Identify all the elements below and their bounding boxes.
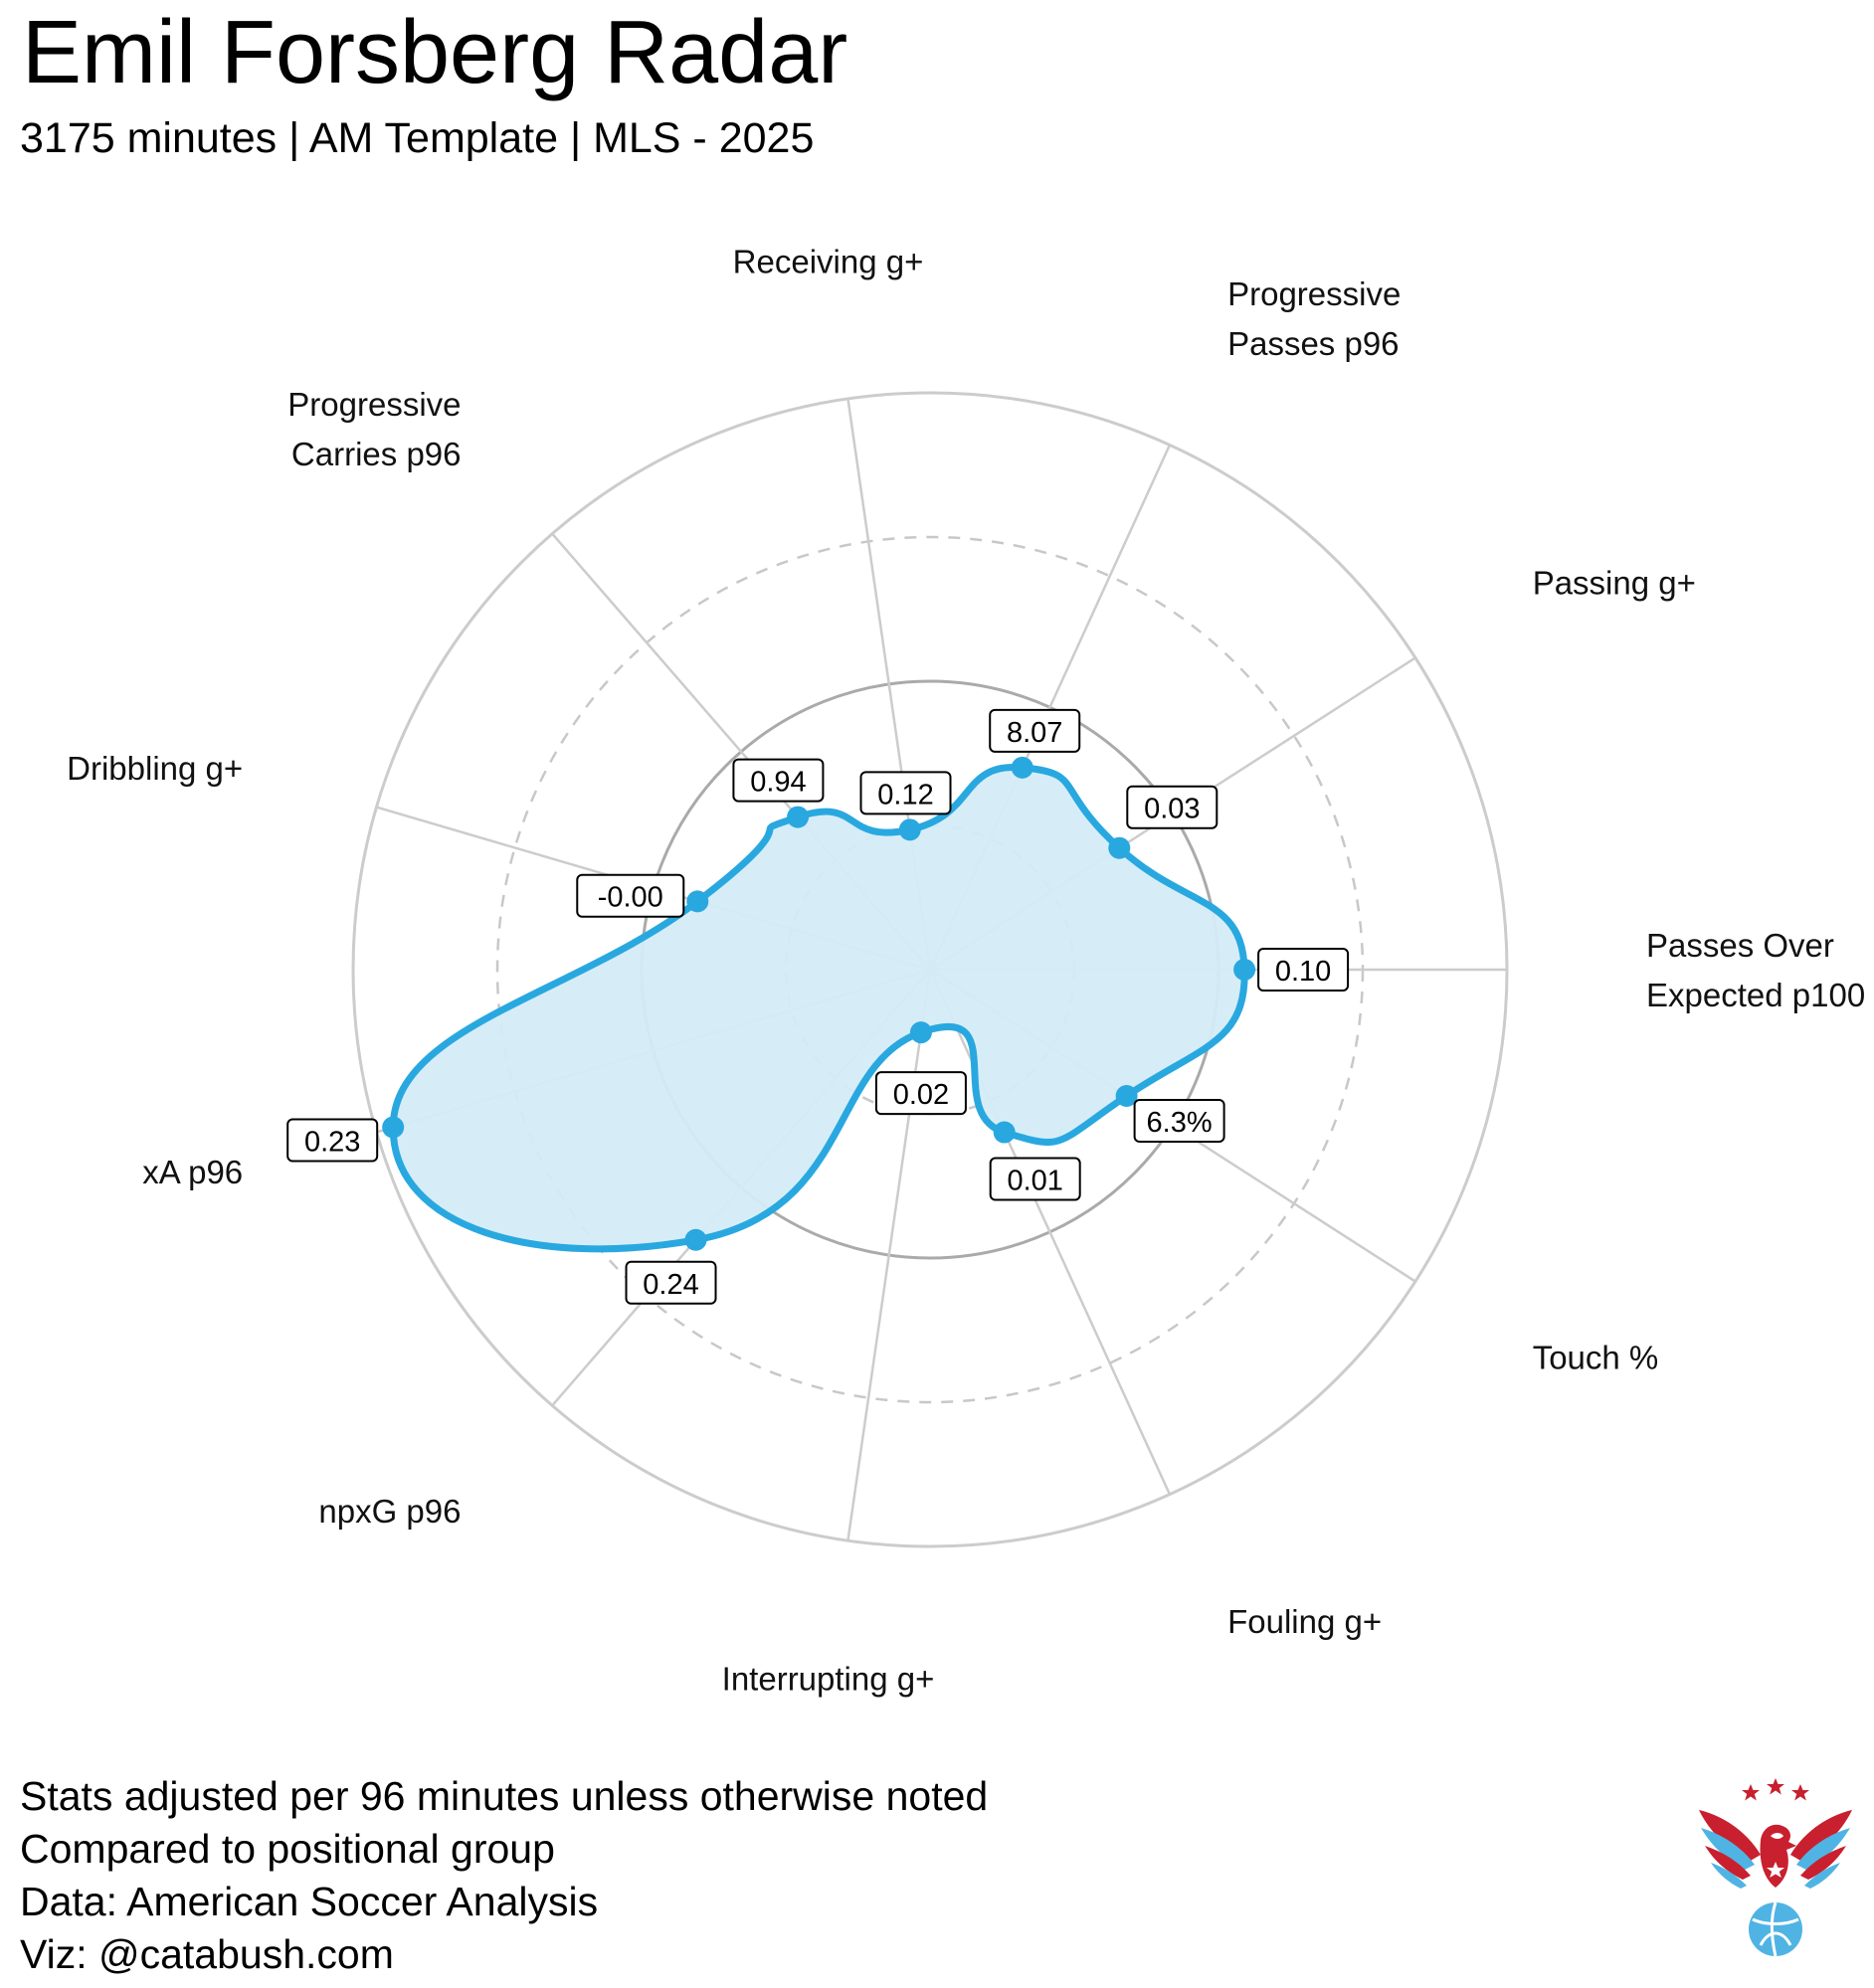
value-label: 0.94 xyxy=(750,767,806,799)
axis-label: npxG p96 xyxy=(318,1493,461,1530)
value-label-box xyxy=(874,1071,967,1116)
grid-spoke xyxy=(846,969,932,1541)
value-label: 6.3% xyxy=(1147,1107,1213,1139)
footer-line-data-source: Data: American Soccer Analysis xyxy=(20,1879,599,1924)
radar-point xyxy=(1233,959,1256,981)
value-label: 0.24 xyxy=(643,1269,698,1301)
radar-point xyxy=(1108,836,1131,859)
value-label-box xyxy=(859,771,952,815)
axis-label: Interrupting g+ xyxy=(722,1661,935,1698)
axis-label: Fouling g+ xyxy=(1227,1603,1382,1640)
radar-point xyxy=(909,1021,932,1044)
value-label: 0.01 xyxy=(1007,1166,1062,1197)
soccer-ball-icon xyxy=(1749,1901,1802,1957)
radar-axis-labels: Passes Over Expected p100 Touch % Fouling g… xyxy=(67,243,1865,1697)
value-label-box xyxy=(1257,948,1350,992)
eagle-body-icon xyxy=(1760,1824,1796,1888)
radar-point xyxy=(993,1121,1016,1144)
chart-subtitle: 3175 minutes | AM Template | MLS - 2025 xyxy=(20,114,815,162)
value-label-box xyxy=(732,758,825,803)
chart-title: Emil Forsberg Radar xyxy=(22,3,848,102)
footer-notes: Stats adjusted per 96 minutes unless oth… xyxy=(20,1770,988,1981)
axis-label: Passing g+ xyxy=(1533,565,1696,602)
radar-point xyxy=(686,890,709,913)
value-label-box xyxy=(286,1118,379,1163)
footer-line-adjusted: Stats adjusted per 96 minutes unless oth… xyxy=(20,1773,989,1819)
value-label: 0.02 xyxy=(893,1079,949,1111)
value-label-box xyxy=(576,873,685,918)
value-label-box xyxy=(1133,1098,1225,1143)
value-label: 0.12 xyxy=(877,779,933,811)
axis-label: Touch % xyxy=(1533,1339,1659,1375)
value-label: 0.10 xyxy=(1275,956,1331,988)
axis-label: xA p96 xyxy=(142,1154,243,1190)
radar-point xyxy=(684,1228,707,1251)
value-label: 0.03 xyxy=(1144,794,1200,825)
radar-series xyxy=(382,756,1256,1253)
eagle-soccer-ball-logo xyxy=(1699,1778,1852,1957)
radar-point xyxy=(1011,756,1033,779)
value-label-box xyxy=(625,1260,717,1305)
axis-label: Passes Over Expected p100 xyxy=(1646,927,1865,1013)
value-label: 0.23 xyxy=(304,1127,360,1159)
radar-point xyxy=(898,818,921,841)
grid-spoke xyxy=(928,969,1172,1496)
wings-icon xyxy=(1699,1810,1852,1889)
value-label: -0.00 xyxy=(598,882,663,914)
radar-chart: Passes Over Expected p100 Touch % Fouling g… xyxy=(67,243,1865,1697)
stars-icon xyxy=(1742,1778,1809,1801)
footer-line-viz-credit: Viz: @catabush.com xyxy=(20,1931,394,1977)
radar-point xyxy=(382,1116,405,1139)
value-label: 8.07 xyxy=(1007,717,1062,749)
axis-label: Receiving g+ xyxy=(733,243,924,279)
axis-label: Progressive Carries p96 xyxy=(287,386,461,472)
footer-line-compared: Compared to positional group xyxy=(20,1826,555,1872)
value-label-box xyxy=(989,1157,1081,1201)
axis-label: Progressive Passes p96 xyxy=(1227,275,1401,362)
axis-label: Dribbling g+ xyxy=(67,750,243,787)
value-label-box xyxy=(989,708,1081,753)
radar-point xyxy=(787,806,810,828)
radar-point xyxy=(1115,1084,1138,1107)
radar-value-labels: 0.10 6.3% 0.01 0.02 0.24 0.23 -0.00 0.94 0.12 8.0… xyxy=(286,708,1350,1305)
value-label-box xyxy=(1126,785,1218,829)
